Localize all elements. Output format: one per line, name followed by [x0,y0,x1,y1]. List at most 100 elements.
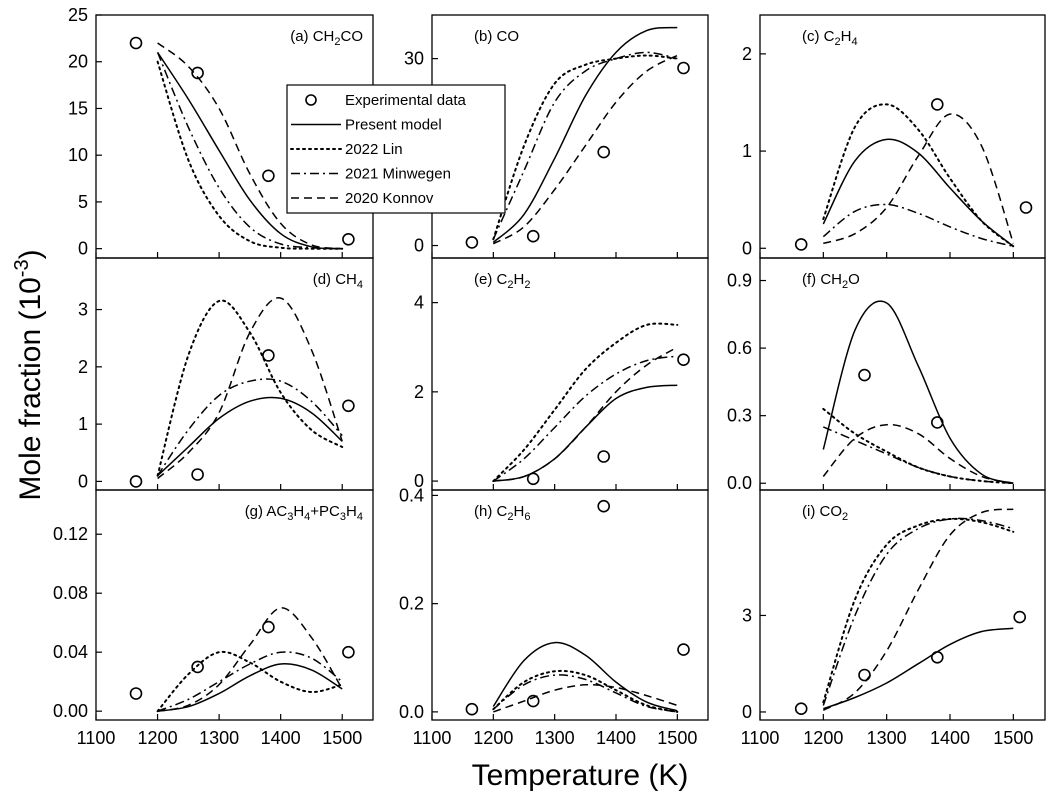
panel-label-text: (f) CH [802,271,842,288]
panel-label-b: (b) CO [474,28,519,45]
y-tick-label-a-3: 15 [68,98,88,118]
series-line-e-1 [492,322,679,483]
panel-label-subscript: 2 [507,511,513,523]
experimental-point-d-3 [342,399,355,413]
panel-label-subscript: 2 [842,511,848,523]
panel-frame-h [431,489,709,721]
y-tick-label-g-0: 0.00 [53,701,88,721]
experimental-point-f-1 [930,416,944,429]
series-line-b-3 [492,54,678,245]
panel-label-g: (g) AC3H4+PC3H4 [245,503,363,523]
panel-label-e: (e) C2H2 [474,271,530,291]
y-tick-label-c-1: 1 [742,141,752,161]
experimental-point-b-3 [677,61,690,75]
panel-label-text: CO [341,28,364,45]
series-line-i-3 [822,508,1014,711]
experimental-point-f-0 [858,368,871,382]
experimental-point-g-3 [342,645,355,659]
y-tick-label-d-3: 3 [78,300,88,320]
x-tick-label-i-3: 1400 [930,728,970,748]
y-tick-label-e-1: 2 [414,382,424,402]
x-tick-label-i-0: 1100 [741,728,780,748]
series-line-g-3 [157,607,343,712]
y-tick-label-b-0: 0 [414,236,424,256]
x-tick-label-i-1: 1200 [803,728,843,748]
y-tick-label-a-0: 0 [78,239,88,259]
y-tick-label-g-1: 0.04 [53,642,88,662]
series-line-a-2 [156,52,343,250]
panel-label-text: (b) CO [474,28,519,45]
experimental-point-a-2 [262,169,275,183]
series-line-i-1 [822,517,1015,704]
series-line-g-1 [156,650,344,713]
panel-label-text: H [513,503,524,520]
panel-label-a: (a) CH2CO [290,28,363,48]
legend: Experimental data Present model 2022 Lin 20… [286,84,506,214]
legend-label-3: 2021 Minwegen [345,166,451,183]
panel-frame-c [759,14,1046,259]
experimental-point-h-3 [677,643,690,656]
panel-label-text: (c) C [802,28,835,45]
y-tick-label-e-2: 4 [414,293,424,313]
y-tick-label-c-2: 2 [742,44,752,64]
series-line-f-2 [823,426,1014,484]
experimental-point-d-2 [262,349,275,362]
series-line-c-1 [822,103,1015,248]
panel-g: 1100 1200 1300 1400 1500 0.00 0.04 0.08 0.12 (g) … [53,489,374,748]
x-tick-label-h-3: 1400 [596,728,636,748]
y-tick-label-g-2: 0.08 [53,583,88,603]
y-tick-label-h-1: 0.2 [399,594,424,614]
panel-label-text: O [848,271,860,288]
panel-label-subscript: 4 [357,279,363,291]
panel-label-text: +PC [310,503,340,520]
series-line-d-2 [156,378,343,477]
experimental-point-i-2 [930,650,944,664]
x-axis-title: Temperature (K) [472,759,689,792]
experimental-point-b-2 [597,145,611,159]
y-axis-title: Mole fraction (10-3) [11,249,47,500]
x-tick-label-g-1: 1200 [138,728,178,748]
panel-label-text: (g) AC [245,503,288,520]
panel-a: 0 5 10 15 20 25 (a) CH2CO [68,5,374,259]
series-line-a-3 [157,42,343,250]
panel-label-text: H [293,503,304,520]
panel-label-text: (d) CH [313,271,357,288]
panel-label-text: (h) C [474,503,508,520]
legend-label-0: Experimental data [345,92,467,109]
series-line-h-2 [492,674,678,713]
panel-label-d: (d) CH4 [313,271,363,291]
panel-label-text: (a) CH [290,28,334,45]
series-line-f-3 [822,423,1014,484]
panel-h: 1100 1200 1300 1400 1500 0.0 0.2 0.4 (h) C2H6 [399,485,709,748]
x-tick-label-h-2: 1300 [535,728,575,748]
panel-frame-f [759,257,1046,491]
series-line-h-3 [493,683,678,713]
series-line-b-1 [492,54,679,241]
series-line-h-0 [492,641,678,712]
y-tick-label-i-0: 0 [742,702,752,722]
series-line-c-3 [823,113,1015,245]
panel-label-subscript: 2 [334,36,340,48]
experimental-point-g-0 [129,687,143,700]
legend-label-2: 2022 Lin [345,141,403,158]
experimental-point-a-1 [191,66,204,80]
experimental-point-d-1 [191,468,204,481]
series-line-f-0 [822,300,1014,484]
panel-i: 1100 1200 1300 1400 1500 0 3 (i) CO2 [741,489,1046,748]
panel-frame-e [431,257,709,491]
experimental-point-a-3 [342,233,355,246]
y-tick-label-h-0: 0.0 [399,702,424,722]
series-line-b-0 [492,26,678,243]
series-line-i-2 [822,517,1014,706]
series-line-g-0 [157,663,343,712]
experimental-point-a-0 [129,36,143,50]
series-line-g-2 [157,651,343,712]
y-tick-label-g-3: 0.12 [53,524,88,544]
panel-label-subscript: 4 [851,36,857,48]
series-line-d-3 [157,297,343,480]
series-line-d-0 [157,396,343,477]
series-line-e-0 [493,384,678,482]
experimental-point-c-1 [930,98,944,111]
y-tick-label-a-5: 25 [68,5,88,25]
